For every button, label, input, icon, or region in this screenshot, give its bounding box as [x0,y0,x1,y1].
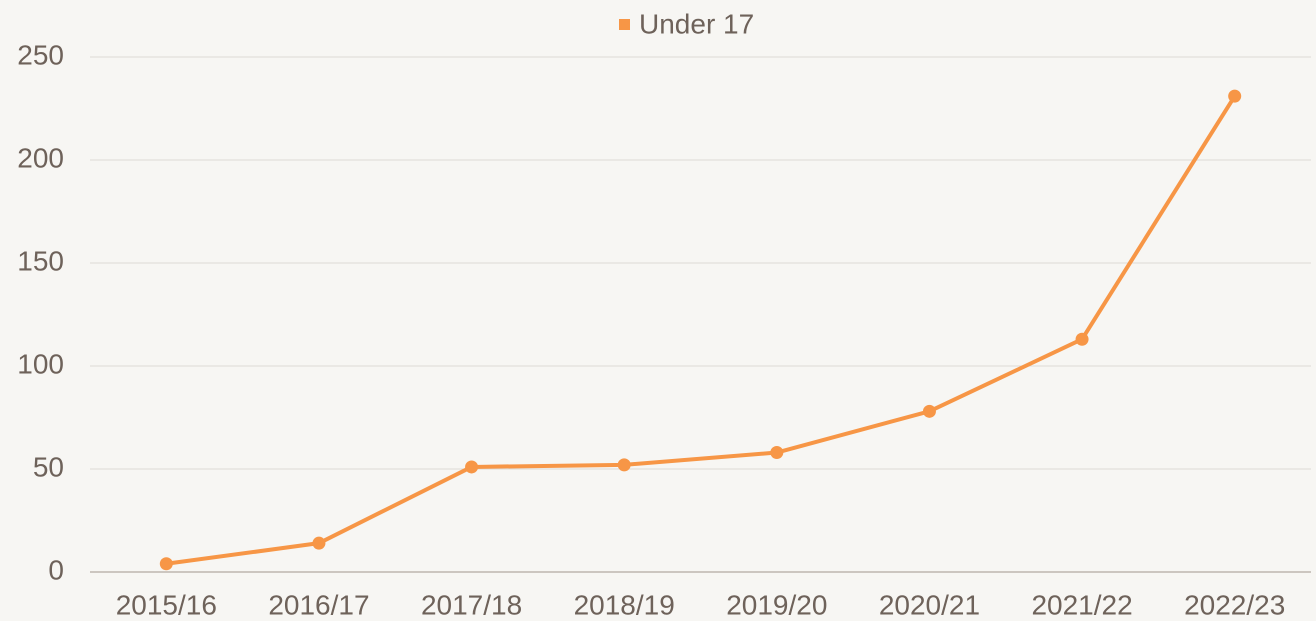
data-point [922,404,936,418]
x-tick-label: 2015/16 [116,589,217,620]
data-point [1075,332,1089,346]
y-tick-label: 250 [17,39,64,70]
x-tick-label: 2018/19 [574,589,675,620]
y-tick-label: 200 [17,142,64,173]
legend-label: Under 17 [639,8,754,39]
x-tick-label: 2022/23 [1184,589,1285,620]
y-tick-label: 150 [17,245,64,276]
y-tick-label: 50 [33,451,64,482]
data-point [159,557,173,571]
y-tick-label: 0 [48,554,64,585]
data-point [312,536,326,550]
legend-marker [619,19,630,30]
x-tick-label: 2016/17 [268,589,369,620]
x-tick-label: 2017/18 [421,589,522,620]
data-point [770,446,784,460]
data-point [1228,89,1242,103]
x-tick-label: 2021/22 [1031,589,1132,620]
series-line [166,95,1237,566]
y-tick-label: 100 [17,348,64,379]
data-point [465,460,479,474]
x-tick-label: 2020/21 [879,589,980,620]
x-tick-label: 2019/20 [726,589,827,620]
data-point [617,458,631,472]
